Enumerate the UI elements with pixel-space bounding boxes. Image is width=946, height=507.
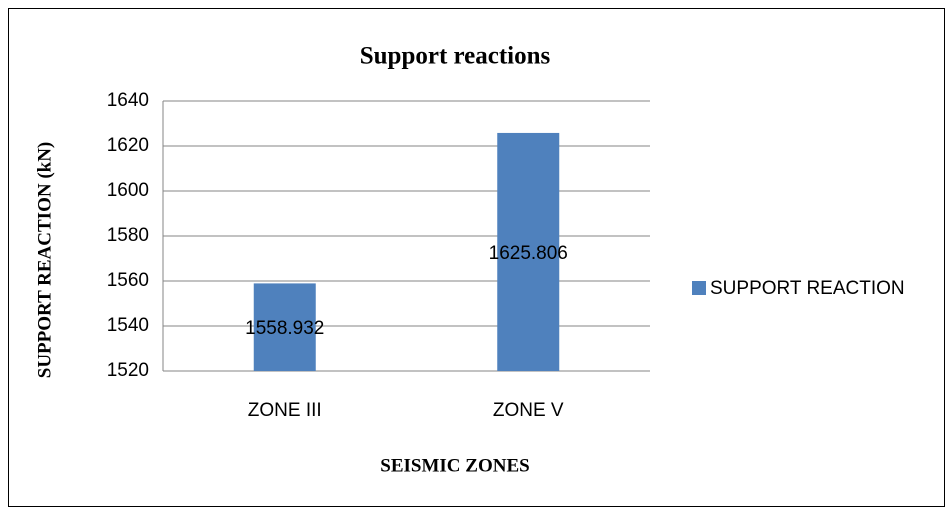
data-label: 1558.932	[245, 318, 324, 339]
y-tick-label: 1540	[107, 315, 149, 336]
x-axis-label: SEISMIC ZONES	[380, 455, 529, 476]
data-label: 1625.806	[489, 243, 568, 264]
x-tick-label: ZONE III	[248, 400, 322, 421]
y-tick-label: 1620	[107, 135, 149, 156]
chart-frame	[8, 8, 945, 507]
y-tick-label: 1640	[107, 90, 149, 111]
bar	[253, 283, 316, 371]
y-tick-label: 1560	[107, 270, 149, 291]
y-tick-label: 1600	[107, 180, 149, 201]
x-tick-label: ZONE V	[493, 400, 564, 421]
chart-title: Support reactions	[360, 43, 551, 70]
y-tick-label: 1580	[107, 225, 149, 246]
legend-label: SUPPORT REACTION	[710, 278, 905, 299]
y-axis-label: SUPPORT REACTION (kN)	[34, 142, 55, 379]
bar	[497, 132, 560, 371]
y-tick-label: 1520	[107, 360, 149, 381]
legend-swatch	[692, 281, 706, 295]
